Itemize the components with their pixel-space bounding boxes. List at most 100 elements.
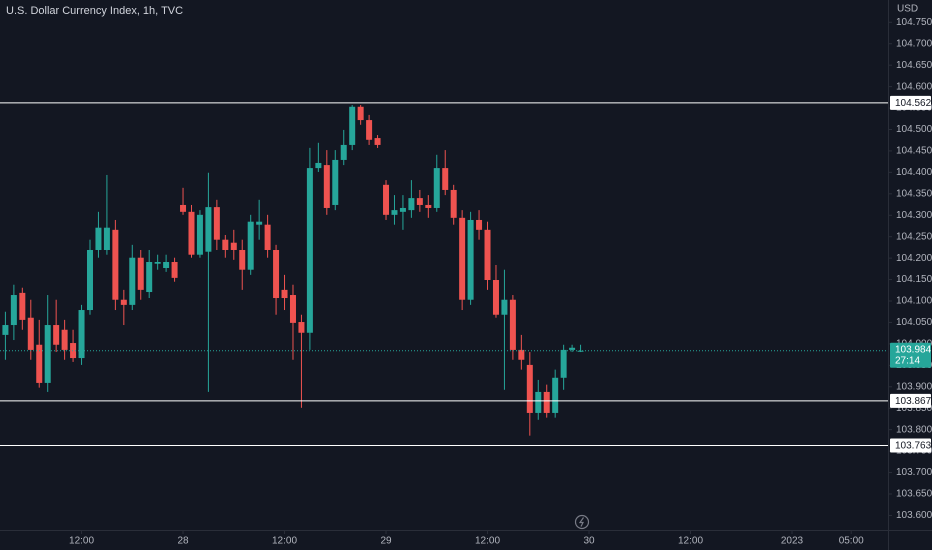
y-tick-label: 104.600 [896, 81, 932, 92]
candle-body [281, 289, 288, 299]
candle-body [273, 249, 280, 299]
replay-icon[interactable] [574, 514, 590, 530]
y-tick-label: 103.650 [896, 489, 932, 500]
y-tick-label: 104.300 [896, 210, 932, 221]
y-tick-label: 104.750 [896, 17, 932, 28]
candle-body [44, 325, 51, 383]
candle-body [349, 106, 356, 145]
candle-body [391, 210, 398, 215]
x-tick-label: 12:00 [69, 536, 94, 547]
currency-label: USD [897, 4, 918, 15]
y-tick-label: 104.250 [896, 231, 932, 242]
icon-ring[interactable] [574, 514, 590, 530]
candle-body [298, 322, 305, 333]
candle-body [509, 299, 516, 350]
candle-body [239, 249, 246, 270]
level-label-box [890, 438, 931, 453]
candle-body [399, 207, 406, 212]
candle-body [146, 261, 153, 293]
candle-body [137, 257, 144, 290]
candle-body [433, 168, 440, 208]
candle-body [10, 295, 17, 326]
candle-body [196, 214, 203, 255]
x-tick-label: 29 [380, 536, 392, 547]
level-label: 103.763 [895, 441, 932, 452]
plot [0, 102, 888, 447]
x-tick-label: 28 [177, 536, 189, 547]
x-tick-label: 2023 [781, 536, 804, 547]
y-tick-label: 104.350 [896, 188, 932, 199]
candle-body [577, 350, 584, 352]
candle-body [560, 349, 567, 378]
y-tick-label: 104.100 [896, 296, 932, 307]
y-tick-label: 104.200 [896, 253, 932, 264]
candle-body [171, 261, 178, 278]
x-tick-label: 05:00 [839, 536, 864, 547]
y-tick-label: 104.650 [896, 60, 932, 71]
y-tick-label: 104.500 [896, 124, 932, 135]
candle-body [569, 347, 576, 350]
candle-body [180, 204, 187, 212]
candle-body [332, 159, 339, 205]
candle-body [501, 299, 508, 315]
candle-body [188, 211, 195, 255]
candle-body [357, 106, 364, 121]
x-tick-label: 12:00 [678, 536, 703, 547]
x-tick-label: 30 [583, 536, 595, 547]
candle-body [450, 189, 457, 218]
candle-body [213, 207, 220, 240]
y-tick-label: 104.700 [896, 38, 932, 49]
candle-body [306, 168, 313, 333]
y-tick-label: 103.900 [896, 381, 932, 392]
y-tick-label: 103.700 [896, 467, 932, 478]
y-tick-label: 103.600 [896, 510, 932, 521]
y-tick-label: 103.850 [896, 403, 932, 414]
candle-body [492, 280, 499, 315]
candle-body [442, 168, 449, 190]
candle-body [95, 227, 102, 250]
candle-body [2, 325, 9, 335]
candle-body [53, 325, 60, 345]
icon-bolt[interactable] [578, 517, 584, 527]
candle-body [340, 144, 347, 160]
candle-body [86, 249, 93, 311]
level-label: 104.562 [895, 98, 932, 109]
candle-body [61, 329, 68, 350]
candle-body [323, 165, 330, 208]
candle-body [19, 292, 26, 320]
candle-body [526, 364, 533, 413]
countdown-label: 27:14 [895, 355, 920, 366]
candle-body [112, 229, 119, 300]
candle-body [78, 310, 85, 359]
candle-body [543, 391, 550, 413]
level-label-box [890, 95, 931, 110]
candle-body [459, 217, 466, 300]
y-tick-label: 104.150 [896, 274, 932, 285]
y-tick-label: 104.050 [896, 317, 932, 328]
axes: 103.600103.650103.700103.750103.800103.8… [69, 17, 932, 547]
y-tick-label: 103.800 [896, 424, 932, 435]
candle-body [366, 120, 373, 140]
last-price-label: 103.984 [895, 344, 932, 355]
level-label-box [890, 393, 931, 408]
candle-body [70, 343, 77, 359]
candle-body [552, 377, 559, 413]
candle-body [476, 219, 483, 230]
candle-body [154, 261, 161, 264]
candle-body [36, 344, 43, 383]
candle-body [120, 299, 127, 305]
candle-body [222, 239, 229, 250]
last-price-box [890, 342, 931, 368]
candle-body [518, 349, 525, 360]
candle-body [103, 227, 110, 250]
candle-body [408, 198, 415, 211]
level-label: 103.867 [895, 396, 932, 407]
chart-title: U.S. Dollar Currency Index, 1h, TVC [6, 5, 183, 17]
candle-body [416, 198, 423, 205]
candle-body [129, 257, 136, 305]
y-tick-label: 104.450 [896, 146, 932, 157]
candle-body [27, 317, 34, 350]
candle-body [256, 221, 263, 225]
